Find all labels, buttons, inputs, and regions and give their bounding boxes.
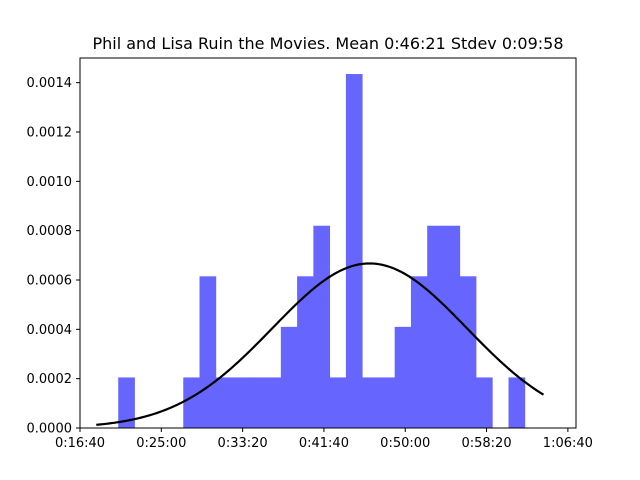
y-tick-label: 0.0008 <box>27 224 73 239</box>
histogram-bar <box>199 276 217 428</box>
histogram-bar <box>329 377 347 428</box>
axes-frame <box>79 57 577 429</box>
x-tick-label: 0:58:20 <box>461 436 511 451</box>
y-axis: 0.0000 0.0002 0.0004 0.0006 0.0008 0.0010 0.00… <box>27 76 80 437</box>
histogram-bar <box>118 377 135 428</box>
y-tick-label: 0.0000 <box>27 422 73 437</box>
histogram-bar <box>313 225 331 428</box>
histogram-bar <box>475 377 493 428</box>
y-tick-label: 0.0004 <box>27 323 73 338</box>
histogram-bar <box>378 377 396 428</box>
histogram-bar <box>232 377 249 428</box>
histogram-bar <box>410 276 428 428</box>
y-tick-label: 0.0014 <box>27 76 73 91</box>
histogram-bars <box>118 74 526 429</box>
histogram-bar <box>427 225 444 428</box>
histogram-bar <box>362 377 379 428</box>
histogram-bar <box>215 377 233 428</box>
y-tick-label: 0.0002 <box>27 372 73 387</box>
histogram-bar <box>394 326 412 428</box>
histogram-bar <box>248 377 265 428</box>
x-tick-label: 0:16:40 <box>55 436 105 451</box>
normal-fit-curve-layer <box>96 262 545 426</box>
histogram-bar <box>508 377 526 428</box>
histogram-bar <box>345 74 363 429</box>
histogram-bar <box>297 276 314 428</box>
x-tick-label: 0:33:20 <box>218 436 268 451</box>
x-tick-label: 0:50:00 <box>380 436 430 451</box>
normal-fit-curve <box>96 262 545 426</box>
x-axis: 0:16:40 0:25:00 0:33:20 0:41:40 0:50:00 0:58:… <box>55 428 593 451</box>
histogram-bar <box>280 326 298 428</box>
x-tick-label: 0:25:00 <box>136 436 186 451</box>
x-tick-label: 1:06:40 <box>543 436 593 451</box>
histogram-bar <box>264 377 282 428</box>
y-tick-label: 0.0012 <box>27 126 73 141</box>
histogram-bar <box>459 276 477 428</box>
y-tick-label: 0.0010 <box>27 175 73 190</box>
x-tick-label: 0:41:40 <box>299 436 349 451</box>
y-tick-label: 0.0006 <box>27 274 73 289</box>
chart-title: Phil and Lisa Ruin the Movies. Mean 0:46… <box>92 34 563 53</box>
histogram-bar <box>183 377 200 428</box>
histogram-bar <box>443 225 461 428</box>
